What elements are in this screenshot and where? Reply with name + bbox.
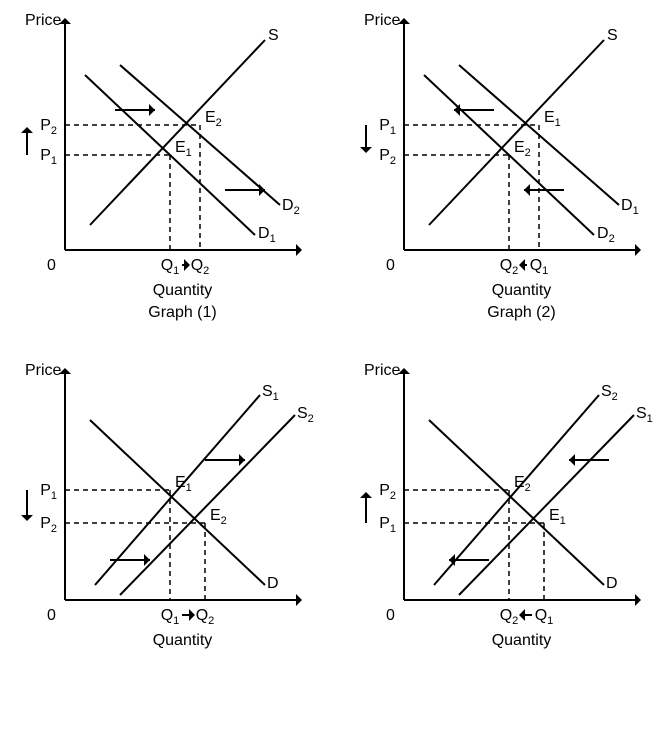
svg-text:E2: E2: [514, 139, 531, 159]
svg-text:Q2: Q2: [191, 257, 210, 277]
svg-graph3: S1S2DE1E2P1P2Q1Q2Price0Quantity: [10, 360, 320, 690]
svg-text:Q2: Q2: [196, 607, 215, 627]
svg-text:S1: S1: [262, 383, 279, 403]
panel-grid: S D1 D2 E1 E2 P2 P1 Q1 Q2 Price 0 Quantity Graph (1)…: [10, 10, 658, 690]
panel-graph3: S1S2DE1E2P1P2Q1Q2Price0Quantity: [10, 360, 329, 690]
panel-graph1: S D1 D2 E1 E2 P2 P1 Q1 Q2 Price 0 Quantity Graph (1): [10, 10, 329, 340]
svg-text:P1: P1: [40, 147, 57, 167]
svg-graph1: S D1 D2 E1 E2 P2 P1 Q1 Q2 Price 0 Quantity Graph (1): [10, 10, 320, 340]
svg-text:E2: E2: [210, 507, 227, 527]
svg-text:E1: E1: [544, 109, 561, 129]
svg-text:Q2: Q2: [500, 257, 519, 277]
svg-text:Price: Price: [25, 362, 62, 379]
svg-text:Q2: Q2: [500, 607, 519, 627]
svg-text:Q1: Q1: [161, 607, 180, 627]
svg-text:E1: E1: [549, 507, 566, 527]
svg-text:Price: Price: [364, 12, 401, 29]
svg-text:Q1: Q1: [161, 257, 180, 277]
svg-text:P2: P2: [40, 117, 57, 137]
svg-text:P1: P1: [40, 482, 57, 502]
svg-text:P2: P2: [40, 515, 57, 535]
svg-text:Q1: Q1: [530, 257, 549, 277]
svg-text:P1: P1: [379, 515, 396, 535]
panel-graph4: S1S2DE1E2P2P1Q2Q1Price0Quantity: [349, 360, 658, 690]
svg-text:Price: Price: [25, 12, 62, 29]
svg-text:Q1: Q1: [535, 607, 554, 627]
svg-text:0: 0: [386, 607, 395, 624]
svg-text:Quantity: Quantity: [492, 632, 552, 649]
svg-text:D2: D2: [597, 225, 615, 245]
svg-text:S: S: [607, 27, 618, 44]
svg-text:Graph (2): Graph (2): [487, 304, 555, 321]
svg-text:Price: Price: [364, 362, 401, 379]
svg-text:Graph (1): Graph (1): [148, 304, 216, 321]
svg-text:0: 0: [47, 607, 56, 624]
svg-text:D1: D1: [258, 225, 276, 245]
svg-text:D1: D1: [621, 197, 639, 217]
svg-text:D: D: [606, 575, 618, 592]
svg-text:S2: S2: [297, 405, 314, 425]
svg-text:E2: E2: [205, 109, 222, 129]
svg-text:P2: P2: [379, 482, 396, 502]
svg-graph2: S D1 D2 E1 E2 P1 P2 Q2 Q1 Price 0 Quantity Graph (2): [349, 10, 658, 340]
panel-graph2: S D1 D2 E1 E2 P1 P2 Q2 Q1 Price 0 Quantity Graph (2): [349, 10, 658, 340]
svg-text:P1: P1: [379, 117, 396, 137]
svg-text:Quantity: Quantity: [492, 282, 552, 299]
svg-text:S2: S2: [601, 383, 618, 403]
svg-text:0: 0: [386, 257, 395, 274]
svg-text:E1: E1: [175, 139, 192, 159]
svg-text:D: D: [267, 575, 279, 592]
svg-text:Quantity: Quantity: [153, 632, 213, 649]
svg-text:S: S: [268, 27, 279, 44]
svg-text:P2: P2: [379, 147, 396, 167]
svg-graph4: S1S2DE1E2P2P1Q2Q1Price0Quantity: [349, 360, 658, 690]
svg-text:0: 0: [47, 257, 56, 274]
svg-text:Quantity: Quantity: [153, 282, 213, 299]
svg-text:D2: D2: [282, 197, 300, 217]
svg-text:S1: S1: [636, 405, 653, 425]
